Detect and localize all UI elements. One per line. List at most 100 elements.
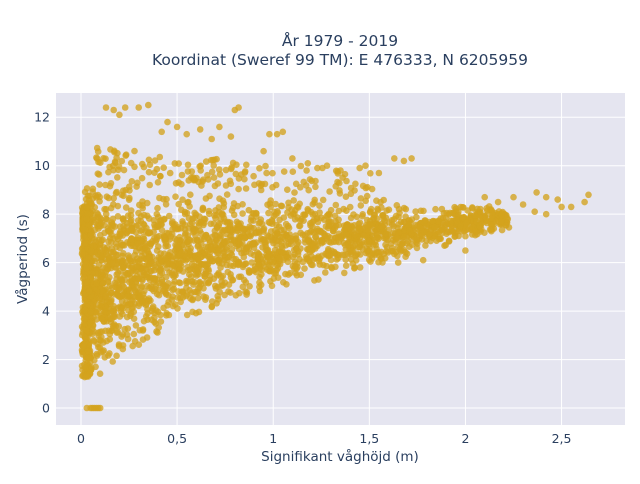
data-point <box>502 222 510 229</box>
data-point <box>84 210 91 217</box>
data-point <box>416 224 424 231</box>
data-point <box>89 185 97 193</box>
data-point <box>81 297 89 305</box>
data-point <box>285 199 292 207</box>
data-point <box>115 163 123 170</box>
data-point <box>213 272 221 279</box>
data-point <box>157 172 164 180</box>
x-tick-label: 2 <box>461 431 469 446</box>
data-point <box>277 226 285 234</box>
data-point <box>173 123 181 131</box>
data-point <box>154 179 162 186</box>
data-point <box>155 243 162 250</box>
data-point <box>293 245 300 252</box>
data-point <box>419 256 427 264</box>
data-point <box>174 305 181 312</box>
data-point <box>220 203 227 211</box>
data-point <box>533 189 540 196</box>
data-point <box>134 179 141 187</box>
data-point <box>497 218 505 225</box>
data-point <box>289 253 297 261</box>
data-point <box>342 230 350 238</box>
data-point <box>96 181 103 188</box>
data-point <box>303 167 310 174</box>
data-point <box>193 266 201 274</box>
data-point <box>130 315 138 323</box>
data-point <box>216 235 223 242</box>
data-point <box>160 164 167 171</box>
x-tick-label: 2,5 <box>552 431 572 446</box>
data-point <box>216 195 223 202</box>
data-point <box>189 174 197 181</box>
data-point <box>158 226 166 234</box>
data-point <box>183 279 190 287</box>
data-point <box>314 225 321 233</box>
data-point <box>86 288 93 295</box>
data-point <box>202 294 210 301</box>
data-point <box>82 364 89 372</box>
data-point <box>80 343 87 350</box>
data-point <box>150 287 158 295</box>
data-point <box>316 261 324 268</box>
data-point <box>125 252 132 259</box>
data-point <box>132 283 140 291</box>
data-point <box>347 184 355 192</box>
data-point <box>98 268 106 276</box>
data-point <box>169 263 176 270</box>
data-point <box>99 280 107 287</box>
data-point <box>400 227 408 234</box>
data-point <box>155 286 163 294</box>
data-point <box>144 246 151 254</box>
data-point <box>226 233 234 241</box>
data-point <box>207 220 214 228</box>
data-point <box>219 282 227 289</box>
data-point <box>278 249 286 256</box>
data-point <box>223 191 231 198</box>
data-point <box>128 178 136 185</box>
data-point <box>319 196 327 204</box>
data-point <box>186 286 193 294</box>
data-point <box>394 259 402 266</box>
data-point <box>215 166 223 173</box>
data-point <box>154 329 161 336</box>
data-point <box>357 195 365 202</box>
data-point <box>98 219 105 226</box>
data-point <box>115 323 123 330</box>
data-point <box>95 261 103 269</box>
data-point <box>122 152 129 159</box>
y-tick-label: 10 <box>34 158 50 173</box>
data-point <box>93 144 101 152</box>
data-point <box>252 268 260 276</box>
data-point <box>132 289 140 296</box>
data-point <box>242 260 250 267</box>
data-point <box>88 247 95 254</box>
data-point <box>96 370 104 378</box>
data-point <box>554 196 561 203</box>
data-point <box>169 286 176 294</box>
data-point <box>81 315 88 323</box>
data-point <box>151 157 159 164</box>
data-point <box>542 193 550 201</box>
data-point <box>375 169 383 177</box>
data-point <box>82 239 89 247</box>
data-point <box>218 210 226 217</box>
data-point <box>215 204 223 211</box>
data-point <box>376 225 384 232</box>
data-point <box>103 337 110 345</box>
data-point <box>96 214 104 221</box>
data-point <box>300 211 307 218</box>
data-point <box>81 306 89 314</box>
data-point <box>97 249 104 257</box>
data-point <box>258 253 266 260</box>
data-point <box>197 162 204 170</box>
data-point <box>460 204 467 211</box>
data-point <box>205 207 213 215</box>
data-point <box>135 104 142 111</box>
data-point <box>135 341 143 349</box>
data-point <box>510 193 517 201</box>
data-point <box>473 218 480 225</box>
data-point <box>519 201 527 208</box>
data-point <box>176 251 184 259</box>
data-point <box>181 208 189 216</box>
data-point <box>106 330 113 338</box>
